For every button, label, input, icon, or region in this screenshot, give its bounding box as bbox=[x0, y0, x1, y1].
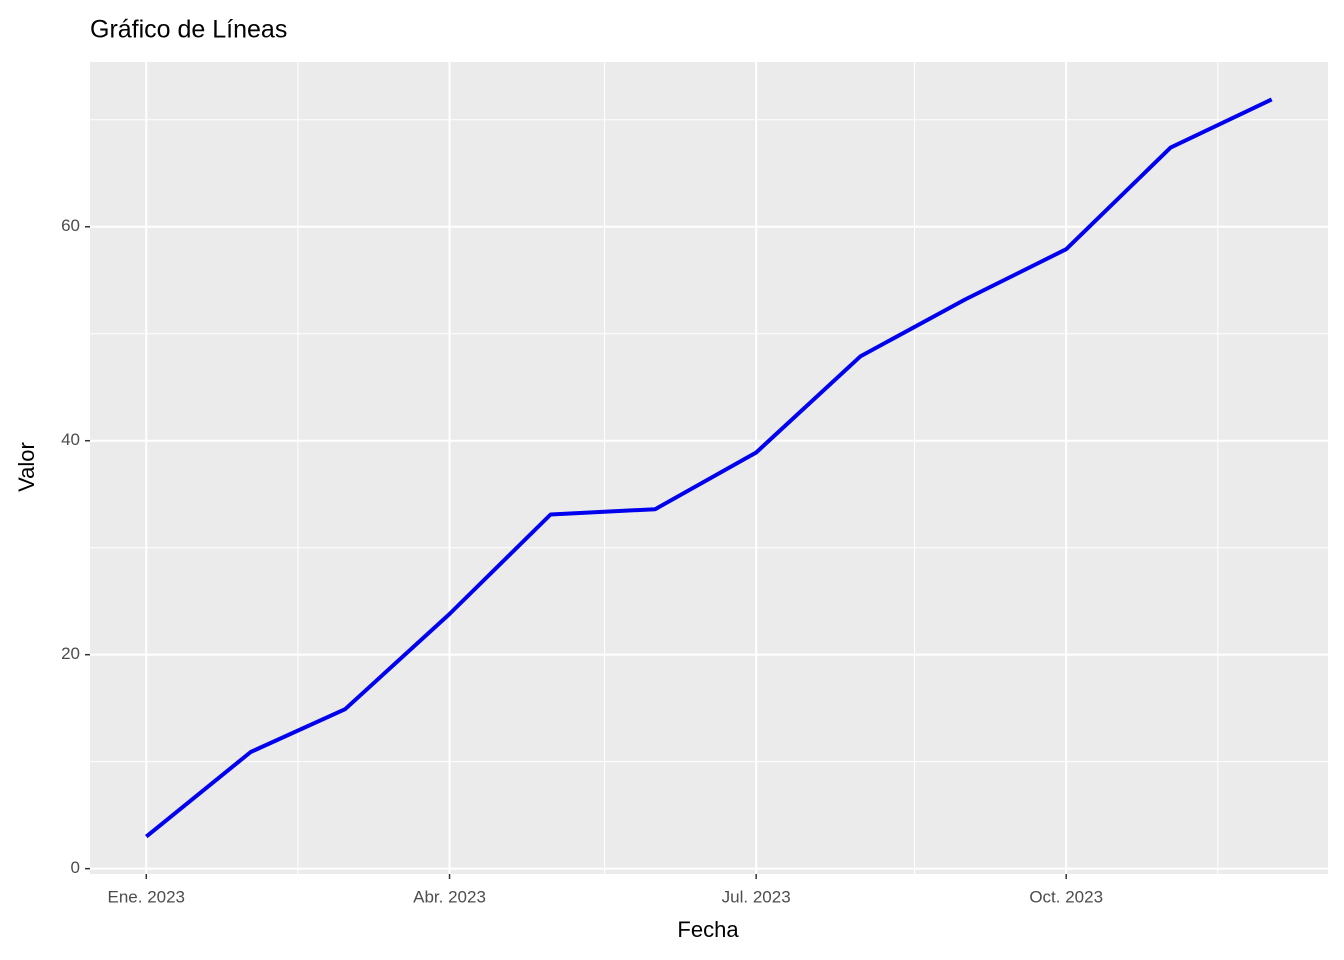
x-tick-label: Abr. 2023 bbox=[413, 887, 486, 906]
panel bbox=[90, 62, 1328, 874]
y-axis-title: Valor bbox=[14, 442, 39, 492]
x-tick-label: Jul. 2023 bbox=[722, 887, 791, 906]
line bbox=[145, 97, 1273, 839]
x-tick-label: Ene. 2023 bbox=[108, 887, 186, 906]
chart-title: Gráfico de Líneas bbox=[90, 16, 287, 44]
grid bbox=[90, 62, 1328, 874]
x-axis-title: Fecha bbox=[677, 917, 739, 942]
y-tick-label: 60 bbox=[61, 216, 80, 235]
x-tick-label: Oct. 2023 bbox=[1029, 887, 1103, 906]
y-tick-label: 40 bbox=[61, 430, 80, 449]
y-tick-label: 20 bbox=[61, 644, 80, 663]
y-tick-label: 0 bbox=[71, 858, 80, 877]
